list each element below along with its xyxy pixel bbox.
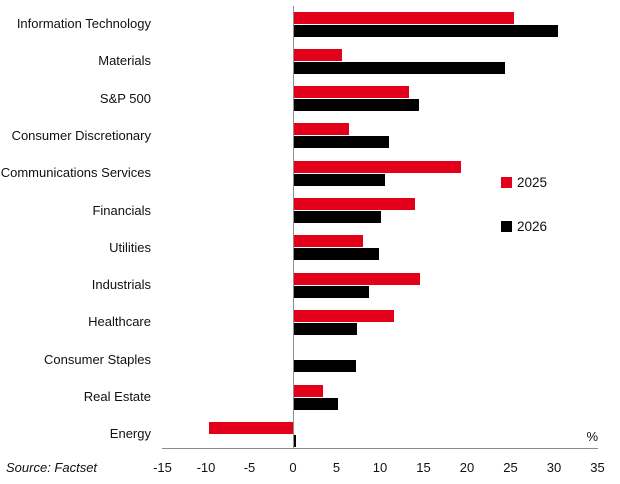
bar-2025 (294, 48, 342, 61)
category-label: Healthcare (88, 314, 151, 330)
bar-2025 (294, 198, 415, 210)
source-note: Source: Factset (6, 460, 98, 475)
category-label: Consumer Staples (44, 351, 151, 367)
legend-swatch-2026-icon (501, 221, 512, 232)
category-label: Energy (109, 426, 151, 442)
bar-2026 (294, 360, 356, 373)
bar-2026 (294, 24, 558, 37)
category-label: Information Technology (16, 16, 151, 31)
x-tick-label: -5 (243, 460, 256, 475)
legend-swatch-2025-icon (501, 177, 512, 188)
bar-2025 (294, 272, 421, 285)
bar-2026 (294, 173, 386, 186)
category-label: Industrials (91, 277, 151, 293)
bar-2025 (294, 235, 363, 248)
bar-2025 (294, 309, 395, 322)
bar-2025 (294, 160, 462, 173)
category-label: Real Estate (83, 389, 151, 404)
x-tick-label: 5 (332, 460, 341, 475)
x-tick-label: 25 (503, 460, 518, 475)
bar-2026 (294, 322, 357, 335)
bar-2026 (294, 397, 339, 410)
legend-item-2025: 2025 (501, 175, 547, 190)
x-tick-label: -15 (153, 460, 172, 475)
category-label: Consumer Discretionary (11, 127, 151, 143)
bar-2026 (294, 61, 506, 74)
x-tick-label: 30 (546, 460, 562, 475)
bar-2026 (294, 285, 369, 298)
legend-item-2026: 2026 (501, 219, 547, 234)
axis-unit-label: % (586, 429, 598, 444)
zero-axis-line (293, 6, 294, 448)
x-tick-label: -10 (196, 460, 216, 475)
legend-label-2025: 2025 (517, 175, 548, 190)
bar-2026 (294, 136, 389, 149)
x-tick-label: 0 (289, 460, 297, 475)
x-tick-label: 20 (459, 460, 475, 475)
category-label: Communications Services (0, 165, 151, 181)
bar-2026 (294, 434, 296, 447)
category-label: S&P 500 (99, 90, 151, 106)
x-tick-label: 15 (416, 460, 431, 475)
x-tick-label: 35 (590, 460, 605, 475)
bar-2025 (294, 11, 515, 24)
bar-2026 (294, 211, 381, 223)
category-label: Materials (98, 53, 151, 69)
bar-2025 (294, 384, 323, 397)
legend: 2025 2026 (501, 175, 601, 239)
category-label: Financials (92, 202, 151, 218)
x-tick-label: 10 (372, 460, 388, 475)
bar-2026 (294, 248, 380, 261)
bar-2026 (294, 99, 420, 112)
x-axis-line (162, 448, 598, 449)
bar-2025 (208, 421, 293, 434)
bar-2025 (294, 123, 349, 136)
legend-label-2026: 2026 (517, 219, 548, 234)
bar-2025 (294, 86, 409, 99)
category-label: Utilities (109, 239, 151, 255)
